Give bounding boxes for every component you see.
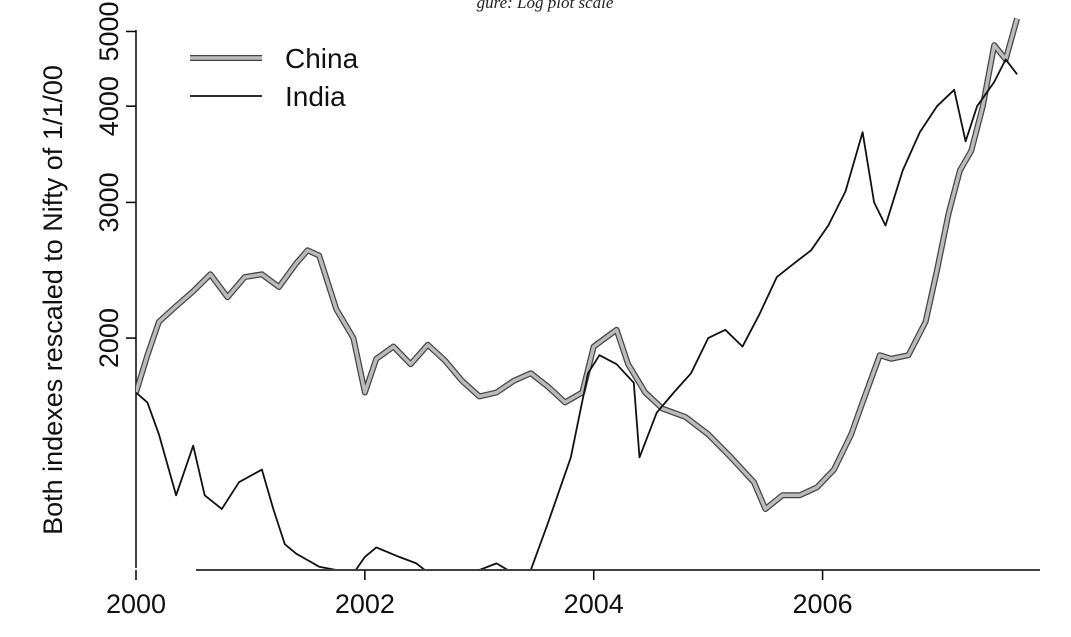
series-china-outline [136, 17, 1020, 512]
legend-china-label: China [285, 43, 359, 74]
y-axis-ticks: 2000 3000 4000 5000 [94, 1, 136, 368]
legend: China India [190, 43, 359, 112]
y-tick-label: 3000 [94, 172, 124, 232]
y-tick-label: 4000 [94, 76, 124, 136]
series-china-line [136, 17, 1019, 511]
chart-title: gure: Log plot scale [477, 0, 614, 12]
x-axis-ticks: 2000 2002 2004 2006 [106, 570, 853, 619]
x-tick-label: 2000 [106, 589, 166, 619]
series-layer [136, 17, 1020, 569]
y-tick-label: 5000 [94, 1, 124, 61]
x-tick-label: 2004 [564, 589, 624, 619]
series-india-line [136, 58, 1018, 569]
x-tick-label: 2006 [793, 589, 853, 619]
y-tick-label: 2000 [94, 308, 124, 368]
x-tick-label: 2002 [335, 589, 395, 619]
legend-india-label: India [285, 81, 346, 112]
plot-area: 2000 3000 4000 5000 2000 2002 2004 2006 [94, 1, 1040, 619]
y-axis-title: Both indexes rescaled to Nifty of 1/1/00 [38, 65, 68, 535]
